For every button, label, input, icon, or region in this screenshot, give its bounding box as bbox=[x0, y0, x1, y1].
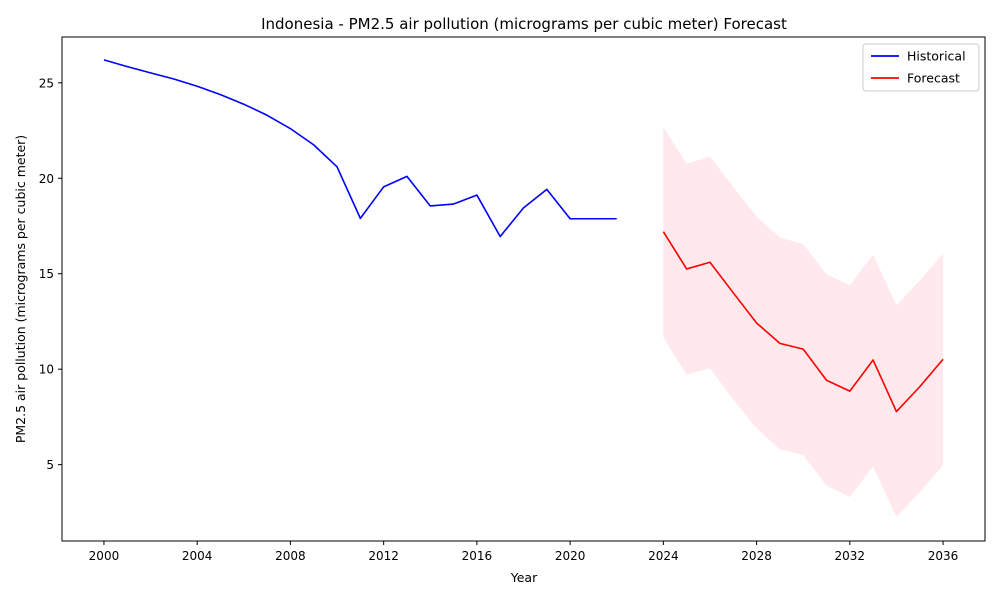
legend: Historical Forecast bbox=[862, 43, 980, 92]
x-tick-label: 2028 bbox=[741, 549, 772, 563]
series-line-historical bbox=[103, 59, 617, 238]
plot-frame bbox=[61, 36, 986, 542]
x-tick-label: 2016 bbox=[462, 549, 493, 563]
x-axis-title: Year bbox=[510, 570, 538, 585]
x-tick-label: 2008 bbox=[275, 549, 306, 563]
x-axis: 2000 2004 2008 2012 2016 2020 2024 2028 2032 2036 bbox=[89, 541, 959, 563]
y-tick-label: 5 bbox=[46, 458, 54, 472]
x-tick-label: 2032 bbox=[835, 549, 866, 563]
x-tick-label: 2012 bbox=[368, 549, 399, 563]
y-tick-label: 20 bbox=[39, 172, 54, 186]
x-tick-label: 2024 bbox=[648, 549, 679, 563]
forecast-confidence-band-layer bbox=[663, 126, 944, 518]
x-tick-label: 2036 bbox=[928, 549, 959, 563]
y-tick-label: 15 bbox=[39, 267, 54, 281]
y-tick-label: 10 bbox=[39, 363, 54, 377]
legend-label-forecast: Forecast bbox=[907, 71, 960, 86]
series-line-forecast bbox=[662, 231, 944, 413]
legend-label-historical: Historical bbox=[907, 49, 966, 64]
y-axis: 5 10 15 20 25 bbox=[39, 76, 62, 472]
y-tick-label: 25 bbox=[39, 76, 54, 90]
x-tick-label: 2004 bbox=[182, 549, 213, 563]
x-tick-label: 2000 bbox=[89, 549, 120, 563]
chart-title: Indonesia - PM2.5 air pollution (microgr… bbox=[261, 15, 787, 33]
x-tick-label: 2020 bbox=[555, 549, 586, 563]
forecast-confidence-band bbox=[663, 126, 944, 518]
y-axis-title: PM2.5 air pollution (micrograms per cubi… bbox=[13, 135, 28, 443]
series-line-layer bbox=[103, 59, 944, 413]
